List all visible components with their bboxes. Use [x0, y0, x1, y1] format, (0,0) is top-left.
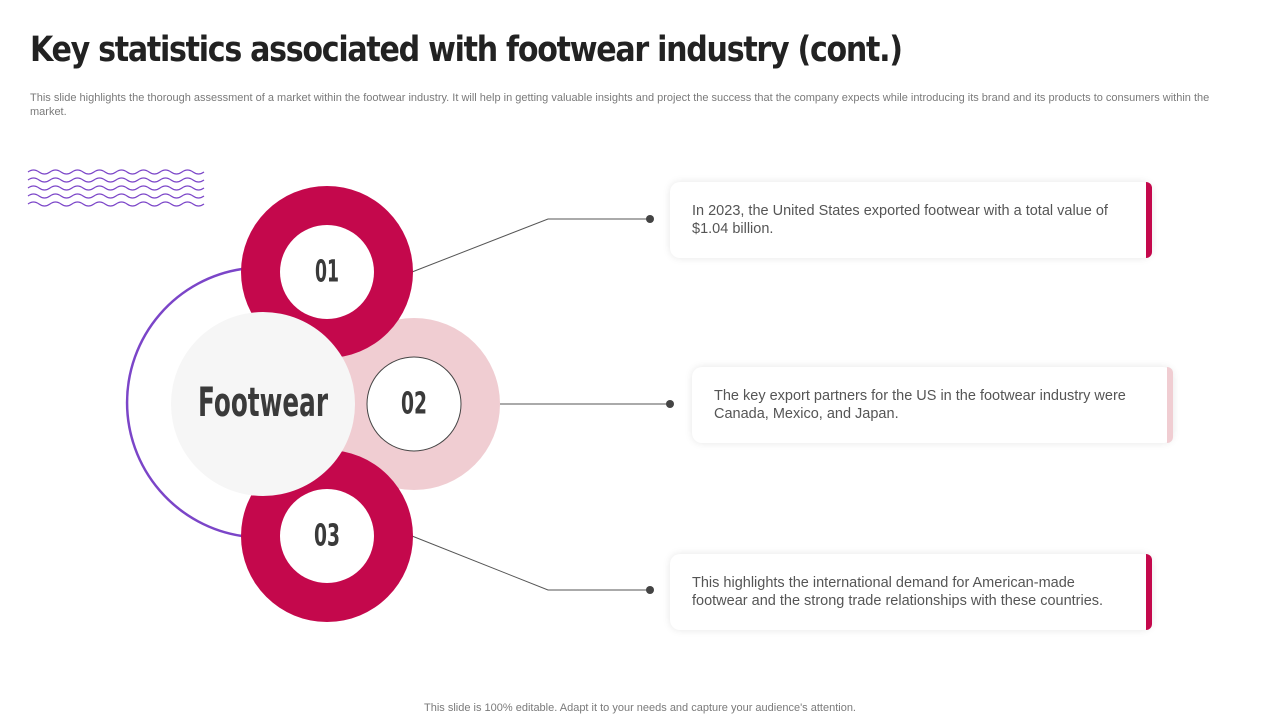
- node-03-inner: [280, 489, 374, 583]
- stat-card-02-accent: [1167, 367, 1173, 443]
- node-02-number: 02: [401, 387, 427, 422]
- stat-card-03: This highlights the international demand…: [670, 554, 1152, 630]
- center-label: Footwear: [198, 380, 328, 426]
- node-03-number: 03: [314, 519, 340, 554]
- wave-decoration: [27, 169, 205, 207]
- node-01-inner: [280, 225, 374, 319]
- footer-note: This slide is 100% editable. Adapt it to…: [424, 702, 856, 714]
- page-subtitle: This slide highlights the thorough asses…: [30, 92, 1210, 118]
- stat-card-03-text: This highlights the international demand…: [692, 575, 1104, 609]
- stat-card-01-text: In 2023, the United States exported foot…: [692, 203, 1108, 237]
- page-title: Key statistics associated with footwear …: [30, 30, 903, 70]
- stat-card-02-text: The key export partners for the US in th…: [714, 388, 1126, 422]
- stat-card-01: In 2023, the United States exported foot…: [670, 182, 1152, 258]
- stat-card-02: The key export partners for the US in th…: [692, 367, 1173, 443]
- stat-card-01-accent: [1146, 182, 1152, 258]
- connector-dots: [646, 215, 674, 594]
- connector-lines: [411, 218, 670, 591]
- node-02-inner: [366, 356, 462, 452]
- node-01-number: 01: [315, 255, 339, 290]
- stat-card-03-accent: [1146, 554, 1152, 630]
- purple-arc: [125, 267, 243, 538]
- center-circle: [171, 312, 355, 496]
